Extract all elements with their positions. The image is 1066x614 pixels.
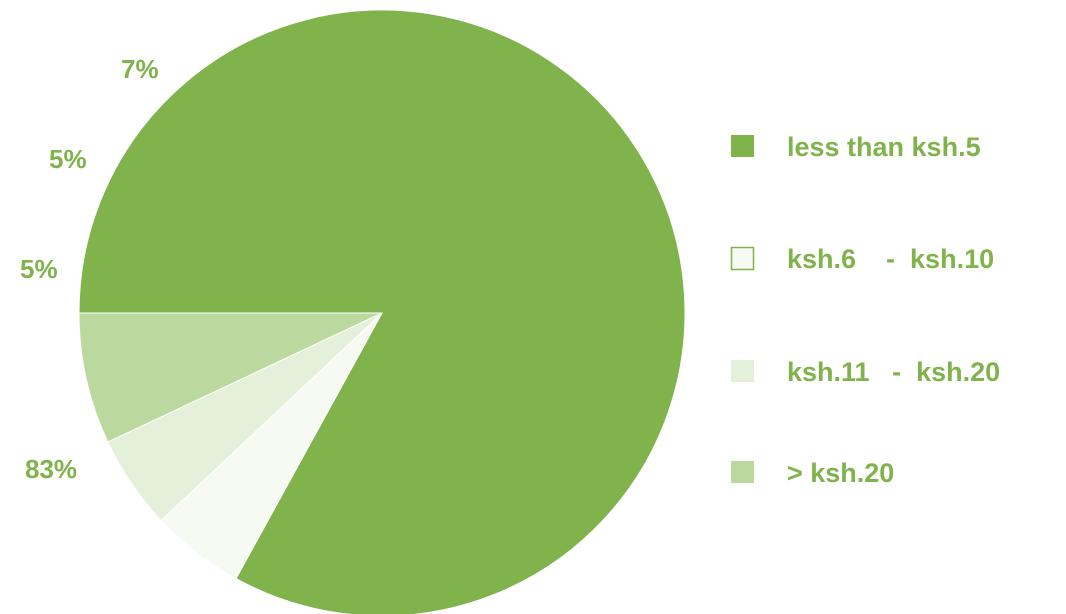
legend-label-ksh6-ksh10: ksh.6 - ksh.10 [787, 244, 994, 274]
slice-label-less-than-ksh5: 83% [25, 454, 77, 484]
legend-label-over-ksh20: > ksh.20 [787, 458, 894, 488]
slice-label-ksh6-ksh10: 5% [20, 254, 58, 284]
legend-swatch-ksh6-ksh10 [730, 246, 755, 271]
slice-labels: 83% 5% 5% 7% [20, 54, 159, 484]
legend-label-less-than-ksh5: less than ksh.5 [787, 132, 981, 162]
pie-slices [78, 9, 686, 614]
pie-slice-over-ksh20 [78, 312, 383, 443]
slice-label-over-ksh20: 7% [121, 54, 159, 84]
legend-swatch-over-ksh20 [731, 461, 754, 483]
pie-slice-less-than-ksh5 [78, 9, 686, 614]
legend-swatch-ksh11-ksh20 [731, 360, 754, 382]
slice-label-ksh11-ksh20: 5% [49, 144, 87, 174]
legend: less than ksh.5 ksh.6 - ksh.10 ksh.11 - … [730, 132, 1000, 488]
legend-label-ksh11-ksh20: ksh.11 - ksh.20 [787, 357, 1000, 387]
legend-swatch-less-than-ksh5 [731, 135, 754, 157]
